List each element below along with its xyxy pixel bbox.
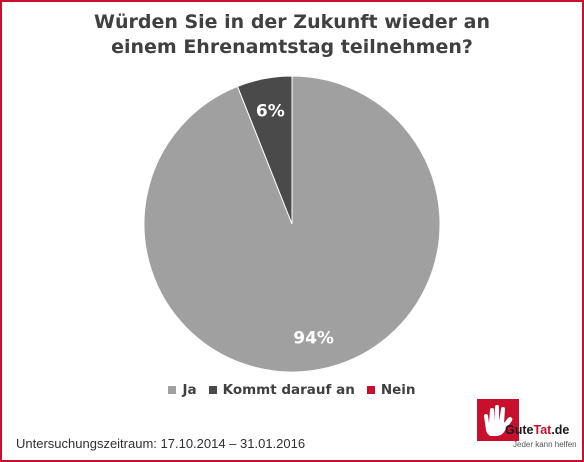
legend-item-kommt-darauf-an: Kommt darauf an (208, 382, 355, 398)
chart-title-line-1: Würden Sie in der Zukunft wieder an (93, 11, 491, 33)
chart-title: Würden Sie in der Zukunft wieder an eine… (22, 10, 562, 60)
survey-period-footnote: Untersuchungszeitraum: 17.10.2014 – 31.0… (16, 436, 306, 451)
data-label-ja: 94% (293, 328, 334, 348)
legend-swatch-kommt-darauf-an (208, 386, 217, 394)
data-label-kommt-darauf-an: 6% (256, 102, 285, 122)
logo-wordmark: GuteTat.de (505, 423, 569, 437)
legend-item-ja: Ja (168, 382, 197, 398)
hand-icon (477, 399, 519, 441)
legend-swatch-nein (366, 386, 375, 394)
logo-wordmark-gute: Gute (505, 423, 534, 437)
pie-data-labels: 94% 6% (256, 102, 334, 349)
pie-slices (143, 75, 441, 373)
logo-wordmark-tat: Tat (533, 423, 552, 437)
legend-swatch-ja (168, 386, 177, 394)
legend-label-nein: Nein (380, 382, 416, 398)
legend-item-nein: Nein (366, 382, 416, 398)
chart-title-line-2: einem Ehrenamtstag teilnehmen? (111, 36, 473, 58)
logo-tagline: Jeder kann helfen (513, 440, 577, 449)
gutetat-logo: GuteTat.de Jeder kann helfen (477, 399, 577, 455)
legend-label-ja: Ja (182, 382, 197, 398)
pie-slice-kommt-darauf-an (236, 75, 293, 225)
legend-label-kommt-darauf-an: Kommt darauf an (222, 382, 355, 398)
chart-legend: Ja Kommt darauf an Nein (2, 382, 582, 398)
logo-wordmark-domain: .de (551, 423, 570, 437)
